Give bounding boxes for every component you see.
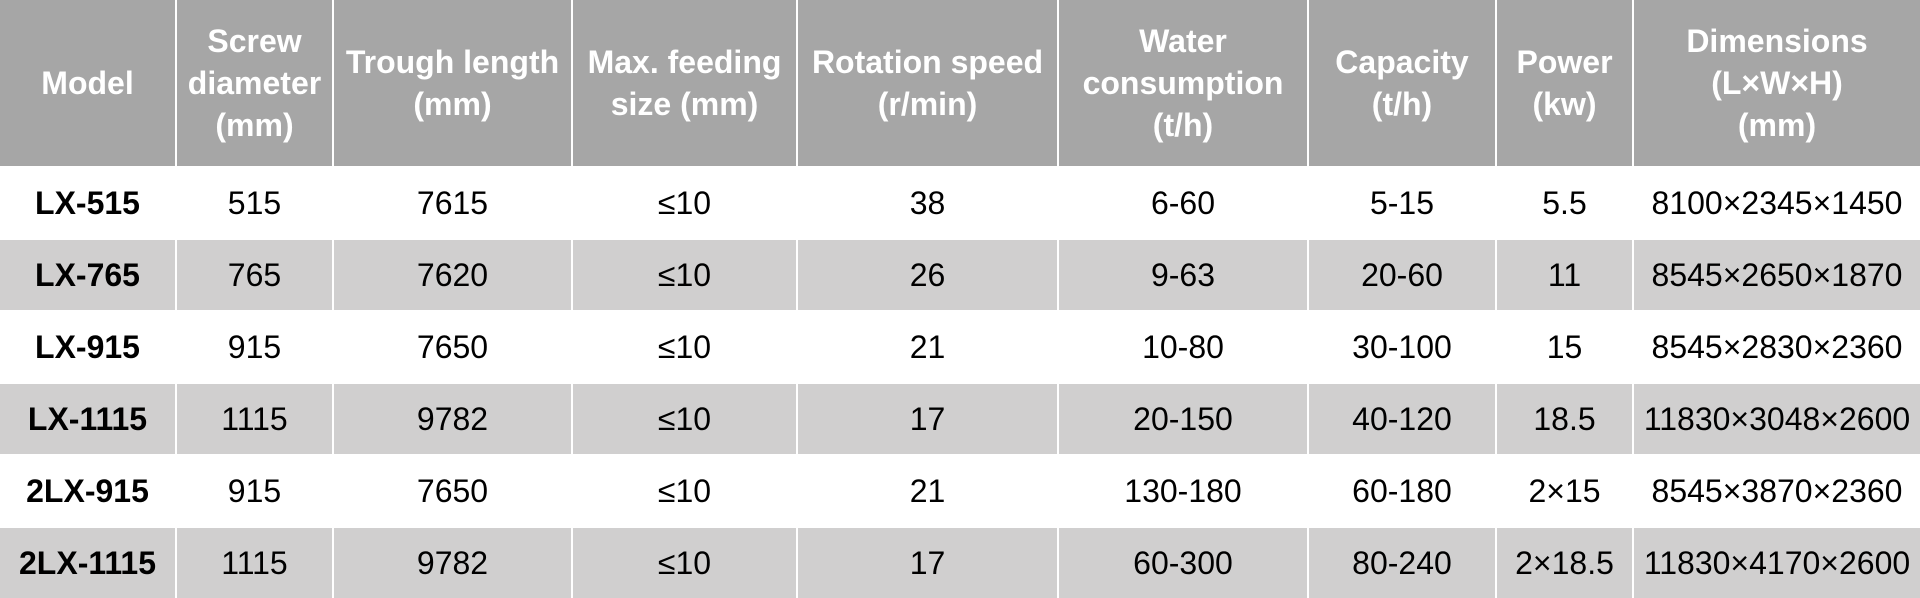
header-max-feeding-size: Max. feeding size (mm): [571, 0, 798, 168]
cell-rotation-speed: 17: [796, 382, 1059, 456]
cell-capacity: 80-240: [1307, 526, 1497, 598]
cell-model: LX-1115: [0, 382, 177, 456]
cell-capacity: 30-100: [1307, 310, 1497, 384]
header-power: Power (kw): [1495, 0, 1634, 168]
table-row: LX-515 515 7615 ≤10 38 6-60 5-15 5.5 810…: [0, 166, 1920, 240]
header-capacity: Capacity (t/h): [1307, 0, 1497, 168]
cell-dimensions: 11830×4170×2600: [1632, 526, 1920, 598]
cell-power: 18.5: [1495, 382, 1634, 456]
cell-dimensions: 8100×2345×1450: [1632, 166, 1920, 240]
cell-max-feeding-size: ≤10: [571, 526, 798, 598]
cell-power: 11: [1495, 238, 1634, 312]
cell-water-consumption: 6-60: [1057, 166, 1309, 240]
header-model: Model: [0, 0, 177, 168]
header-trough-length: Trough length (mm): [332, 0, 573, 168]
cell-max-feeding-size: ≤10: [571, 238, 798, 312]
cell-model: LX-765: [0, 238, 177, 312]
cell-water-consumption: 60-300: [1057, 526, 1309, 598]
cell-dimensions: 11830×3048×2600: [1632, 382, 1920, 456]
cell-trough-length: 7620: [332, 238, 573, 312]
cell-capacity: 60-180: [1307, 454, 1497, 528]
cell-model: LX-515: [0, 166, 177, 240]
cell-trough-length: 9782: [332, 526, 573, 598]
cell-power: 2×15: [1495, 454, 1634, 528]
cell-dimensions: 8545×3870×2360: [1632, 454, 1920, 528]
cell-rotation-speed: 26: [796, 238, 1059, 312]
header-screw-diameter: Screw diameter (mm): [175, 0, 334, 168]
cell-max-feeding-size: ≤10: [571, 382, 798, 456]
cell-max-feeding-size: ≤10: [571, 166, 798, 240]
cell-water-consumption: 20-150: [1057, 382, 1309, 456]
cell-model: LX-915: [0, 310, 177, 384]
cell-trough-length: 9782: [332, 382, 573, 456]
cell-max-feeding-size: ≤10: [571, 454, 798, 528]
cell-screw-diameter: 1115: [175, 526, 334, 598]
cell-capacity: 40-120: [1307, 382, 1497, 456]
cell-rotation-speed: 17: [796, 526, 1059, 598]
cell-power: 15: [1495, 310, 1634, 384]
cell-screw-diameter: 765: [175, 238, 334, 312]
table-row: LX-915 915 7650 ≤10 21 10-80 30-100 15 8…: [0, 310, 1920, 384]
cell-capacity: 5-15: [1307, 166, 1497, 240]
cell-water-consumption: 9-63: [1057, 238, 1309, 312]
cell-max-feeding-size: ≤10: [571, 310, 798, 384]
cell-screw-diameter: 915: [175, 310, 334, 384]
cell-screw-diameter: 515: [175, 166, 334, 240]
cell-power: 2×18.5: [1495, 526, 1634, 598]
cell-trough-length: 7650: [332, 310, 573, 384]
header-dimensions: Dimensions (L×W×H) (mm): [1632, 0, 1920, 168]
header-water-consumption: Water consumption (t/h): [1057, 0, 1309, 168]
cell-dimensions: 8545×2650×1870: [1632, 238, 1920, 312]
cell-water-consumption: 10-80: [1057, 310, 1309, 384]
header-row: Model Screw diameter (mm) Trough length …: [0, 0, 1920, 168]
cell-screw-diameter: 1115: [175, 382, 334, 456]
cell-rotation-speed: 21: [796, 454, 1059, 528]
cell-model: 2LX-915: [0, 454, 177, 528]
cell-capacity: 20-60: [1307, 238, 1497, 312]
cell-rotation-speed: 21: [796, 310, 1059, 384]
table-row: LX-1115 1115 9782 ≤10 17 20-150 40-120 1…: [0, 382, 1920, 456]
table-row: LX-765 765 7620 ≤10 26 9-63 20-60 11 854…: [0, 238, 1920, 312]
cell-water-consumption: 130-180: [1057, 454, 1309, 528]
cell-trough-length: 7650: [332, 454, 573, 528]
header-rotation-speed: Rotation speed (r/min): [796, 0, 1059, 168]
table-row: 2LX-915 915 7650 ≤10 21 130-180 60-180 2…: [0, 454, 1920, 528]
cell-power: 5.5: [1495, 166, 1634, 240]
cell-dimensions: 8545×2830×2360: [1632, 310, 1920, 384]
cell-screw-diameter: 915: [175, 454, 334, 528]
cell-trough-length: 7615: [332, 166, 573, 240]
cell-rotation-speed: 38: [796, 166, 1059, 240]
cell-model: 2LX-1115: [0, 526, 177, 598]
table-row: 2LX-1115 1115 9782 ≤10 17 60-300 80-240 …: [0, 526, 1920, 598]
